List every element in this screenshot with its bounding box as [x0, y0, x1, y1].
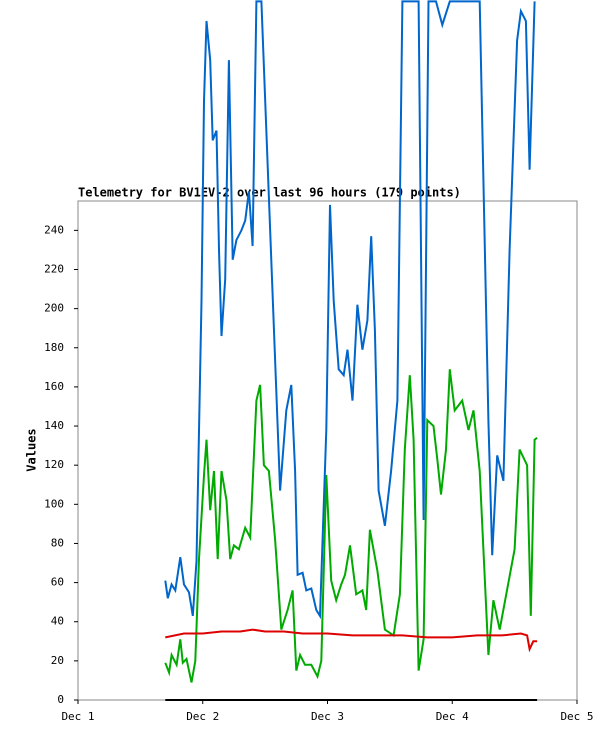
x-tick-label: Dec 5	[560, 710, 593, 723]
y-tick-label: 160	[44, 380, 64, 393]
x-tick-label: Dec 3	[311, 710, 344, 723]
x-tick-label: Dec 4	[436, 710, 469, 723]
plot-frame	[77, 200, 578, 701]
y-tick-label: 220	[44, 262, 64, 275]
series-line	[164, 0, 536, 620]
series-line	[165, 628, 538, 653]
y-tick-label: 60	[51, 576, 64, 589]
y-tick-label: 100	[44, 497, 64, 510]
y-tick-label: 40	[51, 615, 64, 628]
y-tick-label: 140	[44, 419, 64, 432]
series-line	[164, 369, 538, 683]
y-tick-label: 80	[51, 536, 64, 549]
y-tick-label: 240	[44, 223, 64, 236]
x-tick-label: Dec 1	[61, 710, 94, 723]
y-tick-label: 0	[57, 693, 64, 706]
y-tick-label: 180	[44, 341, 64, 354]
y-tick-label: 20	[51, 654, 64, 667]
y-axis-label: Values	[25, 428, 39, 471]
x-tick-label: Dec 2	[186, 710, 219, 723]
y-tick-label: 120	[44, 458, 64, 471]
y-tick-label: 200	[44, 302, 64, 315]
